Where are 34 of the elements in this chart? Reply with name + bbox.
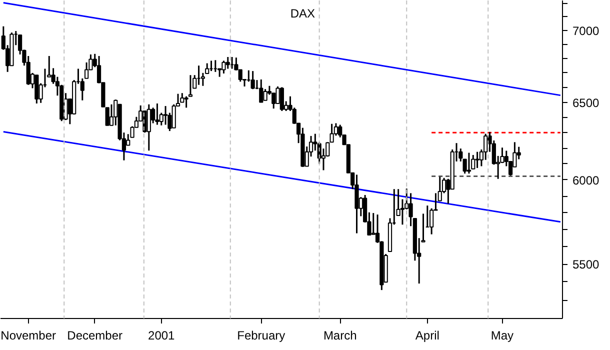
candlestick [471, 154, 476, 170]
candlestick [109, 104, 114, 126]
x-tick-label: 2001 [148, 328, 176, 342]
candlestick [180, 92, 184, 104]
y-tick-label: 7000 [572, 24, 600, 38]
candlestick [263, 88, 268, 102]
candlestick [280, 86, 284, 112]
x-tick-label: May [490, 328, 514, 342]
y-tick-label: 6000 [572, 173, 600, 188]
candlestick [146, 104, 151, 152]
x-tick-label: March [323, 328, 357, 342]
x-tick-label: April [415, 328, 440, 342]
candlestick [226, 56, 230, 70]
candlestick [84, 62, 89, 80]
candlestick [184, 96, 188, 108]
candlestick [188, 74, 193, 98]
candlestick [259, 78, 264, 104]
candlestick [142, 110, 147, 134]
candlestick [466, 152, 472, 174]
x-tick-label: November [0, 328, 56, 342]
candlestick [354, 174, 359, 234]
text: DAX [290, 6, 316, 20]
candlestick [222, 60, 226, 74]
candlestick [475, 151, 480, 169]
candlestick [330, 123, 334, 143]
candlestick [155, 102, 160, 126]
y-tick-label: 5500 [572, 258, 600, 272]
candlestick [250, 70, 255, 90]
candlestick [34, 74, 39, 104]
x-tick-label: December [67, 328, 123, 342]
candlestick [430, 208, 434, 236]
x-tick-label: February [237, 328, 286, 342]
candlestick [172, 104, 176, 129]
y-tick-label: 6500 [572, 96, 600, 110]
